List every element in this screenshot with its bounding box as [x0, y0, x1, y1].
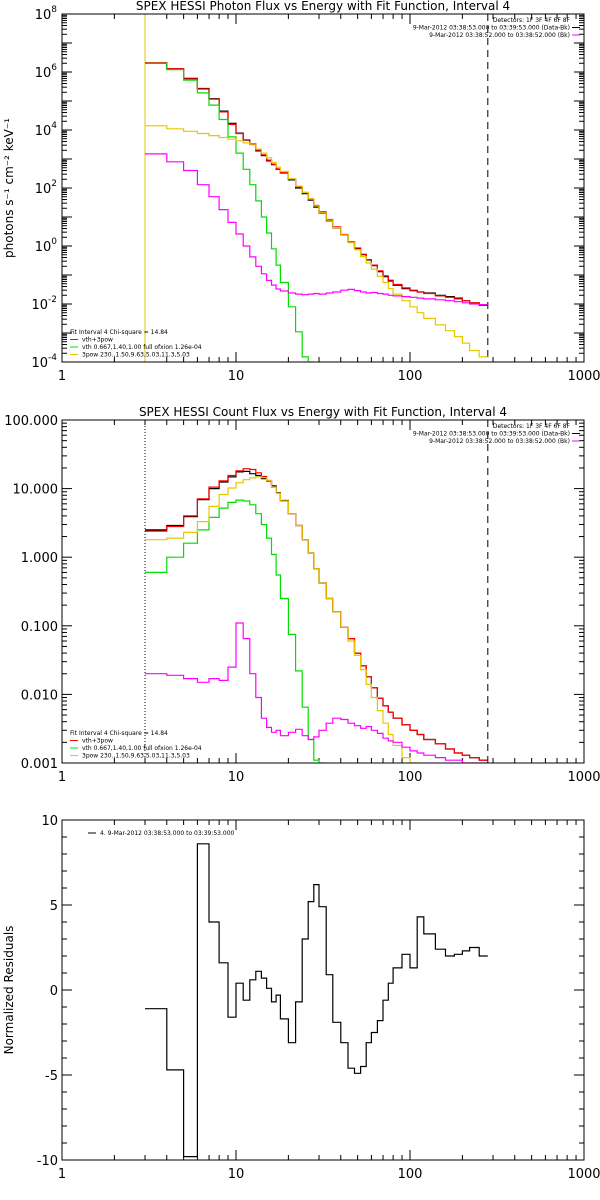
legend-entry: 9-Mar-2012 03:38:53.000 to 03:39:53.000 …: [413, 25, 570, 32]
x-tick-label: 1000: [567, 770, 600, 785]
y-tick-base: 10: [35, 8, 52, 23]
legend-entry: Detectors: 1F 3F 4F 6F 8F: [493, 17, 571, 24]
chart-title: SPEX HESSI Photon Flux vs Energy with Fi…: [136, 0, 510, 13]
y-tick-label: 100.000: [4, 414, 58, 429]
series-line-vth: [145, 499, 327, 763]
y-tick-label: 10: [41, 814, 58, 829]
x-tick-label: 1000: [567, 369, 600, 384]
legend-entry: 9-Mar-2012 03:38:53.000 to 03:39:53.000 …: [413, 431, 570, 438]
y-tick-exponent: 2: [51, 179, 57, 189]
legend-entry: 3pow 230.,1.50,9.63,5.03,11.3,5.03: [82, 352, 190, 359]
y-tick-label: 108: [35, 5, 58, 23]
y-tick-label: 10-4: [31, 353, 57, 371]
series-line-vth: [145, 62, 314, 362]
y-tick-label: 10-2: [31, 295, 57, 313]
series-line-bk: [145, 153, 488, 306]
y-tick-label: 10.000: [13, 483, 59, 498]
y-tick-exponent: -2: [48, 295, 57, 305]
y-tick-exponent: 0: [51, 237, 57, 247]
y-tick-base: 10: [35, 66, 52, 81]
y-tick-label: 0.100: [21, 620, 58, 635]
x-tick-label: 1000: [567, 1167, 600, 1182]
legend-entry: vth+3pow: [82, 337, 113, 344]
legend-entry: vth+3pow: [82, 738, 113, 745]
series-line-data-bk: [145, 62, 488, 306]
y-tick-label: 104: [35, 121, 58, 139]
plot-3: 1 10 100 1000 10 5 0 -5 -10 Normalized Residuals 4…: [2, 814, 600, 1182]
plot-2: SPEX HESSI Count Flux vs Energy with Fit…: [4, 405, 600, 785]
series-line-vth-3pow: [145, 468, 488, 761]
series-line-bk: [145, 622, 488, 763]
series-line-3pow: [145, 125, 488, 358]
legend-entry: vth 0.667,1.40,1.00 full ofxion 1.26e-04: [82, 745, 202, 752]
y-axis-label: photons s⁻¹ cm⁻² keV⁻¹: [2, 118, 16, 258]
legend-entry: 4. 9-Mar-2012 03:38:53.000 to 03:39:53.0…: [100, 830, 235, 837]
series-line-vth-3pow: [145, 62, 488, 306]
y-tick-label: 0.010: [21, 688, 58, 703]
x-tick-label: 100: [398, 1167, 423, 1182]
y-tick-label: 106: [35, 63, 58, 81]
y-tick-base: 10: [35, 240, 52, 255]
x-tick-label: 10: [228, 369, 245, 384]
legend-entry: 9-Mar-2012 03:38:52.000 to 03:38:52.000 …: [429, 438, 570, 445]
plot-frame: [61, 819, 585, 1161]
y-tick-exponent: 8: [51, 5, 57, 15]
y-tick-exponent: 4: [51, 121, 57, 131]
y-tick-base: 10: [31, 298, 48, 313]
legend-entry: Fit Interval 4 Chi-square = 14.84: [70, 329, 168, 336]
y-tick-base: 10: [31, 356, 48, 371]
legend-entry: 3pow 230.,1.50,9.63,5.03,11.3,5.03: [82, 753, 190, 760]
legend-entry: 9-Mar-2012 03:38:52.000 to 03:38:52.000 …: [429, 32, 570, 39]
legend-entry: Detectors: 1F 3F 4F 6F 8F: [493, 423, 571, 430]
y-tick-label: 1.000: [21, 551, 58, 566]
y-tick-exponent: 6: [51, 63, 57, 73]
y-tick-label: 5: [50, 899, 58, 914]
y-axis-label: Normalized Residuals: [2, 926, 16, 1055]
y-tick-label: 0: [50, 984, 58, 999]
y-tick-label: 0.001: [21, 757, 58, 772]
x-tick-label: 100: [398, 369, 423, 384]
series-line-data-bk: [145, 470, 488, 761]
y-tick-label: -10: [37, 1154, 58, 1169]
legend-entry: vth 0.667,1.40,1.00 full ofxion 1.26e-04: [82, 344, 202, 351]
legend-entry: Fit Interval 4 Chi-square = 14.84: [70, 730, 168, 737]
series-line-residuals: [145, 843, 488, 1158]
plot-frame: [61, 13, 585, 363]
plot-frame: [61, 419, 585, 764]
y-tick-label: 100: [35, 237, 58, 255]
plot-1: SPEX HESSI Photon Flux vs Energy with Fi…: [2, 0, 600, 384]
x-tick-label: 10: [228, 1167, 245, 1182]
y-tick-base: 10: [35, 124, 52, 139]
x-tick-label: 1: [58, 770, 66, 785]
chart-title: SPEX HESSI Count Flux vs Energy with Fit…: [139, 405, 507, 419]
x-tick-label: 100: [398, 770, 423, 785]
y-tick-label: 102: [35, 179, 57, 197]
x-tick-label: 1: [58, 1167, 66, 1182]
series-line-3pow: [145, 476, 418, 763]
x-tick-label: 10: [228, 770, 245, 785]
y-tick-base: 10: [35, 182, 52, 197]
x-tick-label: 1: [58, 369, 66, 384]
y-tick-label: -5: [45, 1069, 58, 1084]
y-tick-exponent: -4: [48, 353, 57, 363]
